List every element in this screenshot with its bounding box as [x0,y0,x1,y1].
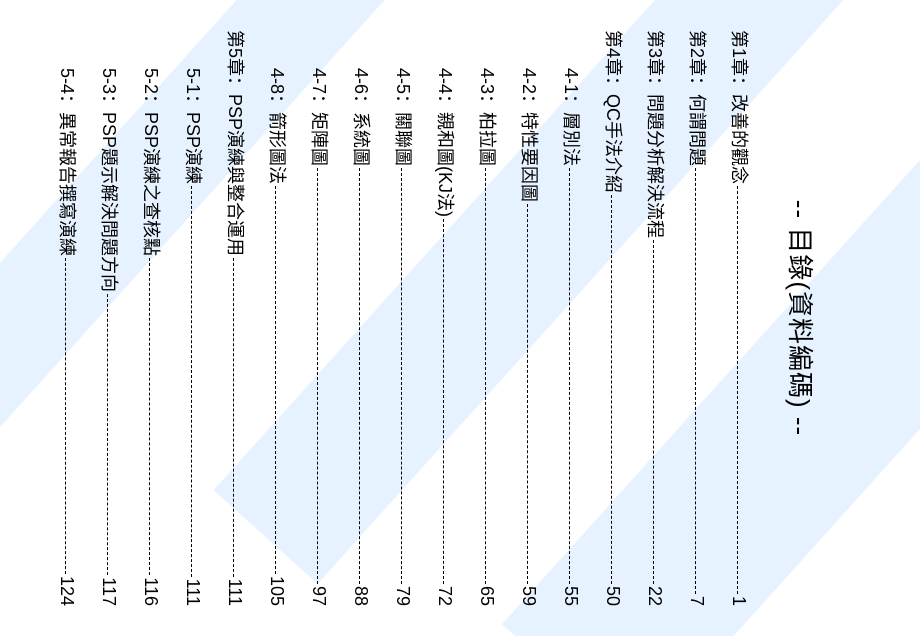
toc-entry-label: 4-4：親和圖(KJ法) [433,68,459,217]
toc-leader [107,294,108,575]
toc-entry-page: 65 [476,586,497,606]
toc-entry-page: 111 [182,579,203,606]
toc-subentry: 4-8：箭形圖法 105 [265,30,291,606]
toc-entry-label: 5-1：PSP演練 [181,68,207,184]
toc-subentry: 4-3：柏拉圖 65 [475,30,501,606]
toc-entry-label: 第4章：QC手法介紹 [601,30,627,193]
toc-entry-page: 124 [56,576,77,606]
toc-entry-label: 4-6：系統圖 [349,68,375,166]
toc-subentry: 5-2：PSP演練之查核點 116 [139,30,165,606]
toc-entry: 第5章：PSP演練與整合運用 111 [223,30,249,606]
toc-leader [611,195,612,584]
toc-entry-label: 第3章：問題分析解決流程 [643,30,669,238]
toc-subentry: 4-2：特性要因圖 59 [517,30,543,606]
toc-entry-page: 22 [644,586,665,606]
toc-subentry: 4-7：矩陣圖 97 [307,30,333,606]
toc-subentry: 5-3：PSP題示解決問題方向 117 [97,30,123,606]
toc-entry: 第2章：何謂問題 7 [685,30,711,606]
toc-subentry: 4-5：關聯圖 79 [391,30,417,606]
toc-title: -- 目錄(資料編碼) -- [783,30,820,606]
toc-entry-page: 97 [308,586,329,606]
toc-subentry: 5-1：PSP演練 111 [181,30,207,606]
toc-entry-page: 50 [602,586,623,606]
toc-leader [401,168,402,584]
toc-entry-label: 4-3：柏拉圖 [475,68,501,166]
toc-leader [275,186,276,574]
toc-entry-page: 116 [140,577,161,606]
toc-leader [569,168,570,584]
toc-entry-page: 105 [266,576,287,606]
toc-entry-label: 4-7：矩陣圖 [307,68,333,166]
toc-leader [233,258,234,577]
toc-entry-page: 88 [350,586,371,606]
toc-entry-page: 7 [686,596,707,606]
toc-entry-label: 第2章：何謂問題 [685,30,711,166]
toc-list: 第1章：改善的觀念 1 第2章：何謂問題 7 第3章：問題分析解決流程 22 第4章：QC手… [55,30,753,606]
toc-entry-label: 第5章：PSP演練與整合運用 [223,30,249,256]
toc-leader [191,186,192,577]
toc-leader [317,168,318,584]
toc-entry-page: 79 [392,586,413,606]
toc-entry: 第1章：改善的觀念 1 [727,30,753,606]
toc-entry-page: 55 [560,586,581,606]
toc-leader [527,204,528,584]
toc-leader [65,258,66,574]
toc-entry-page: 72 [434,586,455,606]
toc-entry-label: 4-1：層別法 [559,68,585,166]
toc-entry: 第4章：QC手法介紹 50 [601,30,627,606]
toc-subentry: 4-4：親和圖(KJ法) 72 [433,30,459,606]
toc-entry-label: 5-4：異常報告撰寫演練 [55,68,81,256]
toc-subentry: 4-1：層別法 55 [559,30,585,606]
toc-entry-label: 4-2：特性要因圖 [517,68,543,202]
toc-entry-label: 5-3：PSP題示解決問題方向 [97,68,123,292]
toc-leader [653,240,654,584]
toc-leader [737,186,738,594]
toc-entry-label: 4-5：關聯圖 [391,68,417,166]
toc-entry: 第3章：問題分析解決流程 22 [643,30,669,606]
toc-leader [359,168,360,584]
page-rotated: -- 目錄(資料編碼) -- 第1章：改善的觀念 1 第2章：何謂問題 7 第3章：問題… [0,0,920,636]
toc-subentry: 4-6：系統圖 88 [349,30,375,606]
toc-leader [695,168,696,594]
toc-leader [149,258,150,575]
toc-entry-page: 111 [224,579,245,606]
toc-subentry: 5-4：異常報告撰寫演練 124 [55,30,81,606]
toc-entry-label: 5-2：PSP演練之查核點 [139,68,165,256]
toc-entry-page: 117 [98,577,119,606]
toc-leader [485,168,486,584]
toc-entry-page: 59 [518,586,539,606]
toc-entry-label: 4-8：箭形圖法 [265,68,291,184]
toc-entry-label: 第1章：改善的觀念 [727,30,753,184]
toc-leader [443,219,444,584]
toc-entry-page: 1 [728,596,749,606]
